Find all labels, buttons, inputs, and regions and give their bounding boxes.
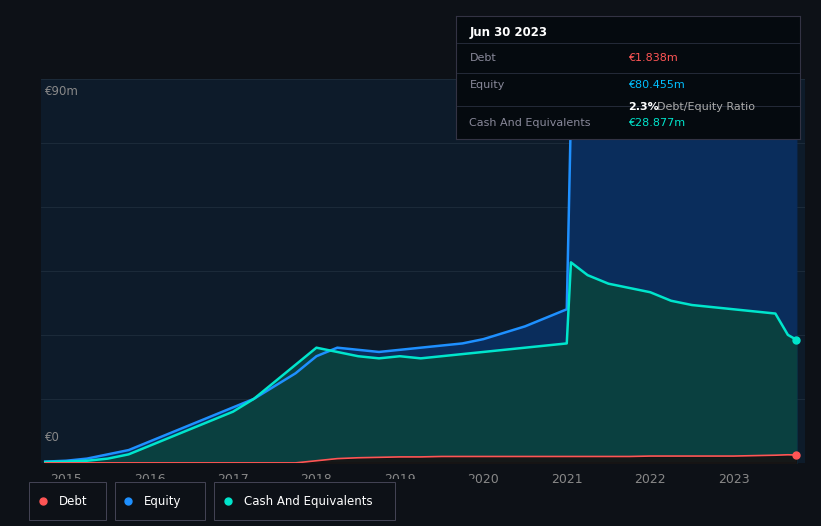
Text: €90m: €90m: [45, 85, 79, 98]
Text: Equity: Equity: [144, 494, 181, 508]
Text: €1.838m: €1.838m: [628, 53, 678, 63]
Text: €28.877m: €28.877m: [628, 118, 686, 128]
Text: Equity: Equity: [470, 80, 505, 90]
Text: 2.3%: 2.3%: [628, 102, 658, 113]
Text: €0: €0: [45, 431, 60, 444]
Text: Debt/Equity Ratio: Debt/Equity Ratio: [658, 102, 755, 113]
Text: €80.455m: €80.455m: [628, 80, 685, 90]
Text: Cash And Equivalents: Cash And Equivalents: [244, 494, 372, 508]
Text: Cash And Equivalents: Cash And Equivalents: [470, 118, 591, 128]
Text: Debt: Debt: [58, 494, 87, 508]
Text: Jun 30 2023: Jun 30 2023: [470, 26, 548, 39]
Text: Debt: Debt: [470, 53, 496, 63]
